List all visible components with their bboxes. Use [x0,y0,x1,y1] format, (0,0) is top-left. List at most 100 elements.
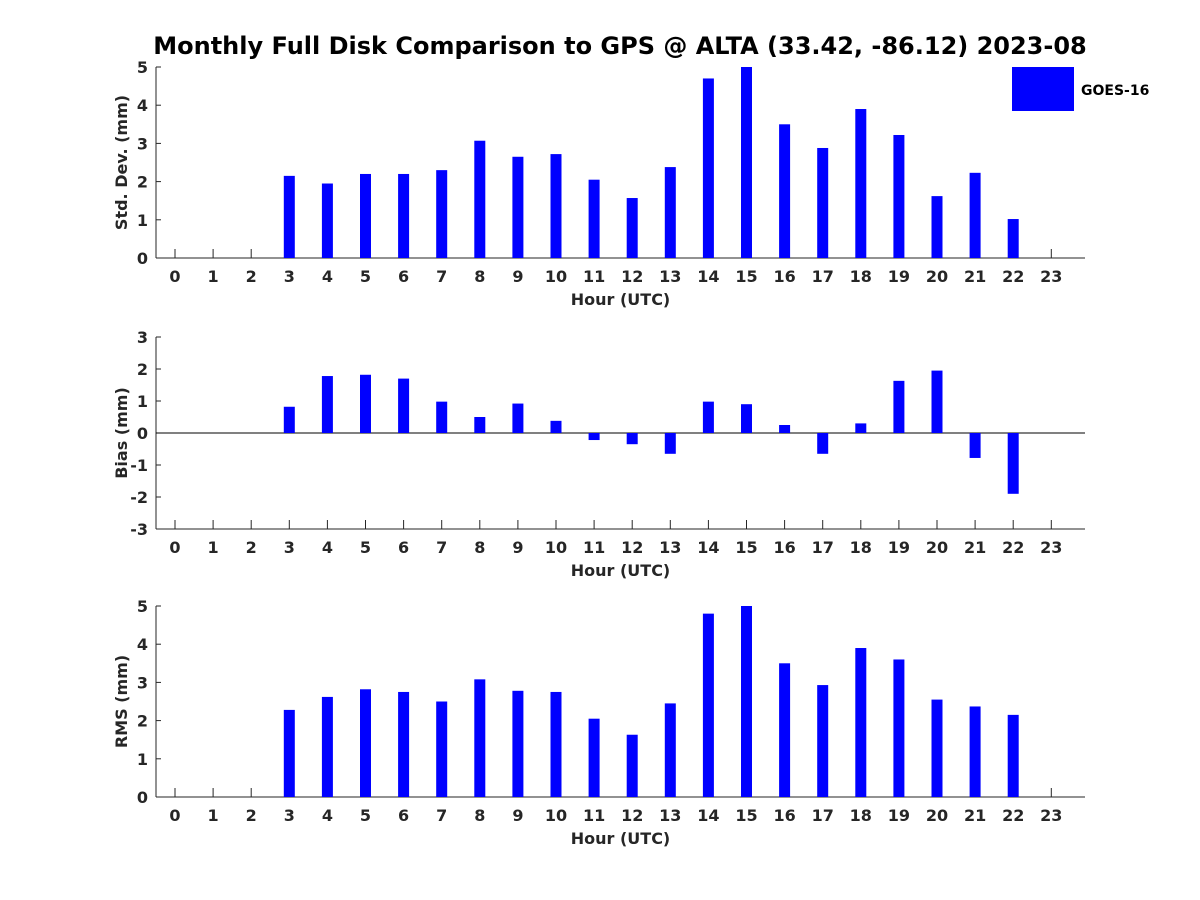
bar-hour-19 [893,380,905,433]
bar-hour-11 [588,433,600,441]
bar-hour-20 [931,699,943,797]
x-axis-label: Hour (UTC) [571,290,671,309]
bar-hour-6 [398,173,410,258]
y-tick-label: -2 [130,488,148,507]
bar-hour-8 [474,679,486,797]
x-tick-label: 9 [512,806,523,825]
x-tick-label: 4 [322,806,333,825]
bar-hour-15 [741,404,752,433]
bar-hour-11 [588,179,600,258]
bar-hour-3 [283,709,295,797]
bar-hour-22 [1007,433,1019,494]
x-tick-label: 14 [697,267,719,286]
x-tick-label: 5 [360,538,371,557]
x-tick-label: 2 [246,806,257,825]
x-tick-label: 23 [1040,267,1062,286]
x-tick-label: 15 [735,806,757,825]
bar-hour-4 [321,376,333,433]
y-tick-label: 1 [137,750,148,769]
bar-hour-16 [779,124,791,258]
bar-hour-13 [664,703,676,797]
bar-hour-21 [969,433,981,458]
bar-hour-9 [512,690,524,797]
x-tick-label: 1 [208,806,219,825]
bar-hour-6 [398,691,410,797]
x-tick-label: 16 [773,806,795,825]
bar-hour-17 [817,147,829,258]
x-tick-label: 0 [169,806,180,825]
x-tick-label: 17 [812,538,834,557]
x-tick-label: 12 [621,806,643,825]
y-tick-label: 4 [137,635,148,654]
y-tick-label: 0 [137,249,148,268]
x-tick-label: 5 [360,267,371,286]
x-tick-label: 16 [773,267,795,286]
legend: GOES-16 [1012,67,1149,111]
x-tick-label: 9 [512,267,523,286]
x-tick-label: 19 [888,538,910,557]
x-tick-label: 3 [284,806,295,825]
y-tick-label: 0 [137,424,148,443]
x-tick-label: 8 [474,806,485,825]
x-tick-label: 12 [621,267,643,286]
x-tick-label: 13 [659,806,681,825]
y-tick-label: 2 [137,360,148,379]
x-tick-label: 18 [850,267,872,286]
bar-hour-12 [626,198,638,258]
bar-hour-19 [893,659,905,797]
bar-hour-22 [1007,714,1019,797]
bar-hour-16 [779,425,791,433]
x-axis-label: Hour (UTC) [571,829,671,848]
x-tick-label: 10 [545,267,567,286]
x-tick-label: 22 [1002,538,1024,557]
x-axis-label: Hour (UTC) [571,561,671,580]
x-tick-label: 17 [812,267,834,286]
x-tick-label: 18 [850,538,872,557]
x-tick-label: 19 [888,806,910,825]
x-tick-label: 22 [1002,806,1024,825]
bar-hour-18 [855,648,867,797]
bar-hour-17 [817,685,829,797]
bar-hour-13 [664,167,676,258]
x-tick-label: 10 [545,538,567,557]
x-tick-label: 17 [812,806,834,825]
bar-hour-4 [321,183,333,258]
bar-hour-18 [855,423,867,433]
bar-hour-9 [512,156,524,258]
bar-hour-14 [702,78,714,259]
bar-hour-15 [741,606,752,797]
bar-hour-10 [550,154,562,258]
bar-hour-17 [817,433,829,454]
x-tick-label: 12 [621,538,643,557]
bar-hour-13 [664,433,676,454]
bar-hour-14 [702,613,714,797]
x-tick-label: 0 [169,538,180,557]
x-tick-label: 7 [436,267,447,286]
bar-hour-12 [626,734,638,797]
y-tick-label: 0 [137,788,148,807]
bar-hour-22 [1007,219,1019,258]
legend-label: GOES-16 [1081,83,1149,99]
bar-hour-3 [283,175,295,258]
x-tick-label: 15 [735,267,757,286]
y-tick-label: 3 [137,134,148,153]
y-tick-label: 1 [137,211,148,230]
bar-hour-19 [893,134,905,258]
x-tick-label: 6 [398,538,409,557]
bar-hour-21 [969,172,981,258]
x-tick-label: 20 [926,806,948,825]
x-tick-label: 9 [512,538,523,557]
x-tick-label: 20 [926,538,948,557]
x-tick-label: 21 [964,267,986,286]
x-tick-label: 1 [208,267,219,286]
x-tick-label: 8 [474,267,485,286]
x-tick-label: 8 [474,538,485,557]
y-tick-label: 5 [137,58,148,77]
x-tick-label: 4 [322,267,333,286]
y-tick-label: 4 [137,96,148,115]
y-tick-label: 2 [137,173,148,192]
bar-hour-5 [360,173,371,258]
